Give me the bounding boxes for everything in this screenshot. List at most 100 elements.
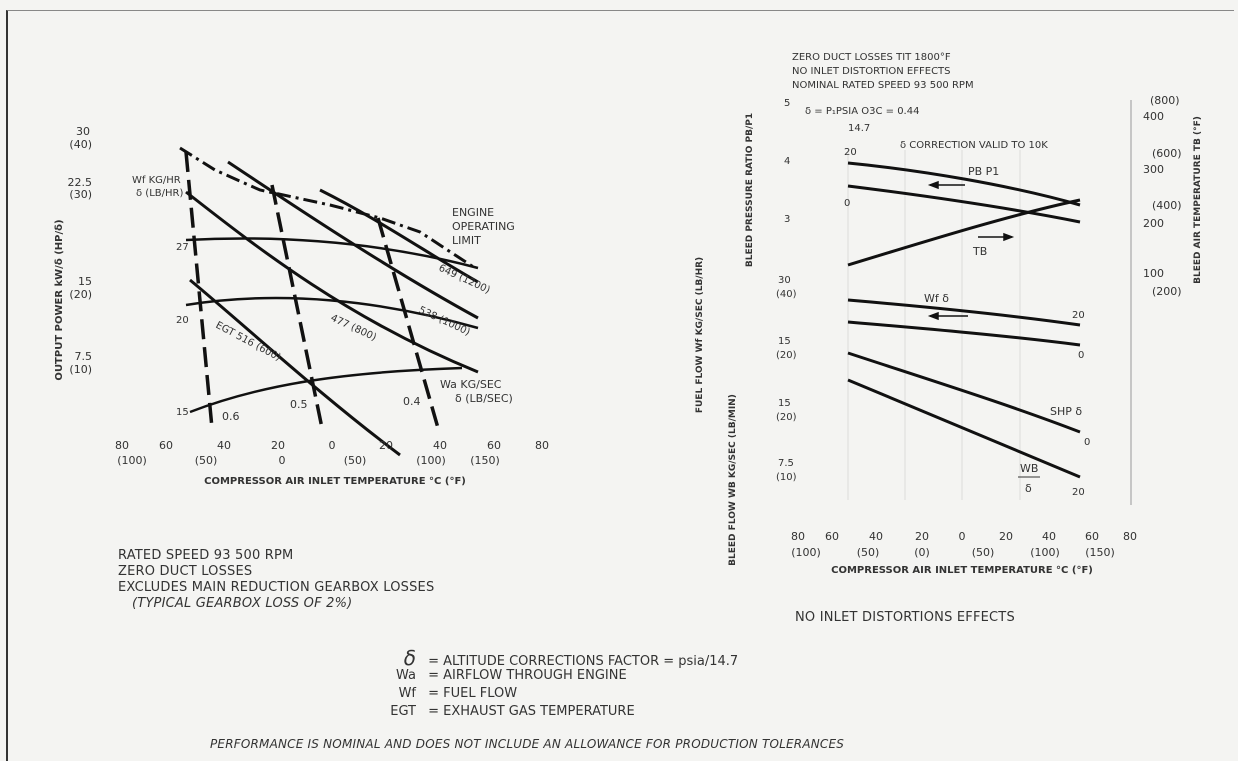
legend-definition: = ALTITUDE CORRECTIONS FACTOR = psia/14.… [428,654,739,669]
x-tick: 60 [1085,530,1099,543]
curve-value: 0 [844,198,850,209]
x-tick-f: (50) [972,546,995,559]
x-tick: 20 [379,439,393,452]
note-line: (TYPICAL GEARBOX LOSS OF 2%) [132,596,353,611]
x-tick: 40 [1042,530,1056,543]
right-tick: 100 [1143,267,1164,280]
header-line: NO INLET DISTORTION EFFECTS [792,66,951,77]
right-chart: ZERO DUCT LOSSES TIT 1800°F NO INLET DIS… [695,52,1203,576]
x-tick: 20 [271,439,285,452]
left-tick-sub: (40) [776,289,797,300]
x-tick: 20 [915,530,929,543]
left-x-ticks: 80 60 40 20 0 20 40 60 80 (100) (50) 0 (… [115,439,549,467]
note-line: RATED SPEED 93 500 RPM [118,548,294,563]
curve-value: 0 [1084,437,1090,448]
limit-label: LIMIT [452,234,481,247]
wa-value: 0.4 [403,395,421,408]
bleed-pressure-axis: BLEED PRESSURE RATIO PB/P1 [745,113,755,267]
wa-label: Wa KG/SEC [440,378,502,391]
curve-value: 20 [1072,487,1085,498]
legend-symbol: EGT [390,704,416,719]
note-line: EXCLUDES MAIN REDUCTION GEARBOX LOSSES [118,580,435,595]
right-note: NO INLET DISTORTIONS EFFECTS [795,610,1015,625]
pb-label: PB P1 [968,165,999,178]
right-tick: 400 [1143,110,1164,123]
left-tick: 7.5 [778,458,794,469]
x-tick: 40 [869,530,883,543]
x-tick-f: (0) [914,546,930,559]
shp-label: SHP δ [1050,405,1082,418]
legend-definition: = FUEL FLOW [428,686,518,701]
legend-row: Wf = FUEL FLOW [380,686,518,701]
note-line: ZERO DUCT LOSSES [118,564,253,579]
legend-symbol: δ [403,646,416,670]
wa-line [376,217,440,429]
egt-label: 649 (1200) [437,263,492,296]
y-tick: 22.5 [68,176,93,189]
x-tick-f: (100) [1030,546,1060,559]
figure-frame [6,10,1234,761]
egt-line [189,278,401,457]
flow-label: 20 [176,315,189,326]
right-x-axis-title: COMPRESSOR AIR INLET TEMPERATURE °C (°F) [831,565,1093,576]
legend-definition: = AIRFLOW THROUGH ENGINE [428,668,627,683]
x-tick: 0 [959,530,966,543]
x-tick-f: (50) [857,546,880,559]
y-tick: 15 [78,275,92,288]
wb-label: WB [1020,462,1038,475]
left-tick: 30 [778,275,791,286]
left-tick-sub: (10) [776,472,797,483]
header-line: ZERO DUCT LOSSES TIT 1800°F [792,52,951,63]
wa-value: 0.5 [290,398,308,411]
flow-line [319,188,479,284]
x-tick-f: 0 [279,454,286,467]
right-tick: 200 [1143,217,1164,230]
right-tick-f: (400) [1152,199,1182,212]
tb-label: TB [972,245,987,258]
left-notes: RATED SPEED 93 500 RPM ZERO DUCT LOSSES … [118,548,434,612]
wb-label-2: δ [1025,482,1032,495]
x-tick: 20 [999,530,1013,543]
y-tick-hp: (10) [69,363,92,376]
right-tick-f: (200) [1152,285,1182,298]
flow-line [227,160,479,320]
correction-note: δ CORRECTION VALID TO 10K [900,140,1048,151]
x-tick: 80 [791,530,805,543]
flow-label: 15 [176,407,189,418]
x-tick-f: (100) [791,546,821,559]
legend-row: δ = ALTITUDE CORRECTIONS FACTOR = psia/1… [380,646,738,670]
flow-line [185,190,479,374]
left-tick: 3 [784,214,790,225]
wf-label: Wf δ [924,292,949,305]
egt-line [185,237,479,270]
y-tick-hp: (30) [69,188,92,201]
x-tick-f: (50) [195,454,218,467]
x-tick-f: (50) [344,454,367,467]
bleed-temp-axis: BLEED AIR TEMPERATURE TB (°F) [1193,116,1203,284]
footer-note: PERFORMANCE IS NOMINAL AND DOES NOT INCL… [210,737,845,751]
y-tick-hp: (20) [69,288,92,301]
curve-value: 20 [844,147,857,158]
wa-label-2: δ (LB/SEC) [455,392,513,405]
tb-curve [847,198,1081,267]
x-tick-f: (100) [117,454,147,467]
egt-line [185,296,479,330]
wf-curve-0 [847,320,1081,347]
x-tick: 80 [115,439,129,452]
header-line: NOMINAL RATED SPEED 93 500 RPM [792,80,974,91]
x-tick: 80 [535,439,549,452]
y-tick-hp: (40) [69,138,92,151]
y-tick: 30 [76,125,90,138]
legend-row: EGT = EXHAUST GAS TEMPERATURE [380,704,634,719]
wa-line [270,184,324,429]
egt-label: EGT 516 (600) [214,320,283,364]
left-tick-sub: (20) [776,412,797,423]
left-tick: 4 [784,156,790,167]
egt-label: 477 (800) [329,313,378,344]
left-tick: 15 [778,336,791,347]
right-x-ticks: 80 60 40 20 0 20 40 60 80 (100) (50) (0)… [791,530,1137,559]
left-tick: 5 [784,98,790,109]
delta-equation-denominator: 14.7 [848,123,870,134]
engine-limit-line [179,146,476,270]
